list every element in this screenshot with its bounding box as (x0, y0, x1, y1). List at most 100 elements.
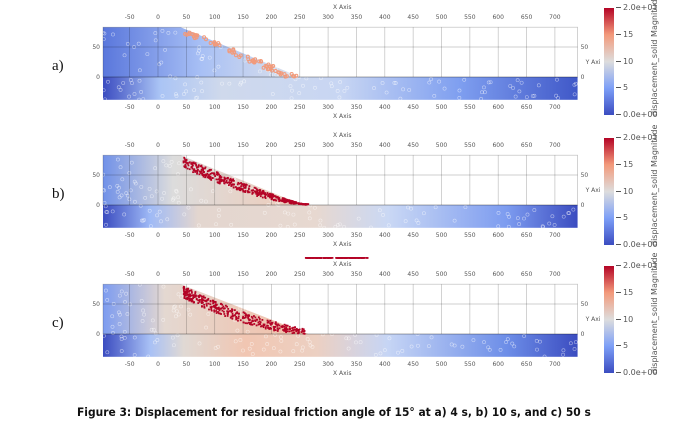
debris-particle (254, 187, 257, 190)
debris-particle (291, 200, 294, 203)
particle (141, 218, 145, 223)
particle (137, 282, 142, 287)
particle (229, 222, 234, 227)
colorbar-tick: 5 (616, 214, 628, 222)
particle (329, 81, 334, 86)
debris-particle (293, 328, 296, 331)
particle (517, 222, 522, 226)
y-tick-left: 0 (96, 202, 100, 209)
debris-particle (289, 72, 294, 77)
particle (279, 335, 283, 340)
x-tick-top: 550 (464, 271, 476, 278)
x-tick-top: 300 (322, 142, 334, 149)
particle (538, 339, 542, 344)
debris-particle (341, 257, 344, 259)
particle (524, 95, 529, 100)
debris-particle (231, 312, 234, 315)
particle (154, 189, 159, 194)
particle (111, 331, 115, 335)
particle (358, 340, 363, 345)
particle (333, 224, 338, 229)
panel-label: c) (52, 315, 64, 331)
x-tick-bottom: 600 (492, 361, 504, 368)
debris-particle (233, 309, 236, 312)
debris-particle (251, 317, 254, 319)
debris-particle (192, 161, 195, 164)
y-tick-left: 50 (92, 172, 100, 179)
debris-particle (292, 326, 295, 329)
debris-particle (196, 172, 198, 175)
particle (173, 314, 178, 319)
debris-particle (289, 202, 292, 205)
debris-particle (189, 299, 192, 301)
particle (297, 91, 302, 96)
particle (160, 196, 164, 201)
debris-particle (194, 292, 197, 295)
debris-particle (187, 164, 190, 167)
particle (197, 45, 202, 50)
debris-particle (219, 179, 221, 182)
debris-particle (281, 326, 284, 329)
particle (138, 203, 143, 208)
debris-particle (182, 285, 185, 288)
particle (561, 214, 566, 219)
x-tick-top: 500 (436, 14, 448, 21)
particle (505, 337, 510, 342)
debris-particle (266, 62, 271, 67)
particle (403, 219, 408, 224)
particle (124, 291, 129, 296)
x-tick-top: 250 (294, 271, 306, 278)
debris-particle (330, 257, 332, 259)
particle (117, 293, 122, 298)
particle (354, 340, 358, 345)
particle (378, 351, 383, 356)
particle (373, 352, 378, 357)
x-tick-top: 450 (407, 14, 419, 21)
particle (437, 79, 442, 84)
debris-particle (185, 294, 188, 296)
debris-particle (284, 74, 289, 79)
slope-mass (103, 27, 300, 77)
particle (322, 225, 326, 230)
debris-particle (256, 195, 259, 197)
debris-particle (225, 177, 227, 180)
x-tick-bottom: 450 (407, 361, 419, 368)
debris-particle (237, 181, 240, 184)
debris-particle (194, 291, 197, 293)
particle (305, 337, 310, 341)
y-tick-right: 50 (581, 301, 589, 308)
particle (479, 97, 484, 101)
debris-particle (269, 322, 272, 325)
debris-particle (218, 182, 221, 185)
x-tick-bottom: 150 (237, 232, 249, 239)
debris-particle (266, 324, 269, 327)
particle (463, 205, 468, 210)
particle (482, 90, 487, 95)
debris-particle (193, 168, 196, 171)
debris-particle (258, 58, 263, 63)
x-tick-top: -50 (125, 271, 135, 278)
debris-particle (323, 257, 325, 259)
x-tick-bottom: 0 (156, 361, 160, 368)
particle (157, 62, 162, 67)
debris-particle (231, 310, 233, 313)
debris-particle (201, 297, 203, 300)
debris-particle (183, 165, 186, 168)
debris-particle (222, 305, 225, 308)
debris-particle (221, 303, 224, 306)
particle (102, 333, 106, 338)
x-tick-top: 500 (436, 271, 448, 278)
debris-particle (257, 316, 260, 319)
x-tick-bottom: 400 (379, 104, 391, 111)
debris-particle (221, 306, 224, 309)
debris-particle (217, 311, 219, 313)
particle (266, 202, 271, 207)
debris-particle (208, 168, 211, 171)
debris-particle (301, 327, 304, 330)
debris-particle (351, 257, 354, 259)
debris-particle (293, 202, 296, 205)
particle (261, 347, 266, 352)
particle (153, 38, 158, 43)
debris-particle (255, 188, 258, 191)
particle (540, 224, 545, 229)
